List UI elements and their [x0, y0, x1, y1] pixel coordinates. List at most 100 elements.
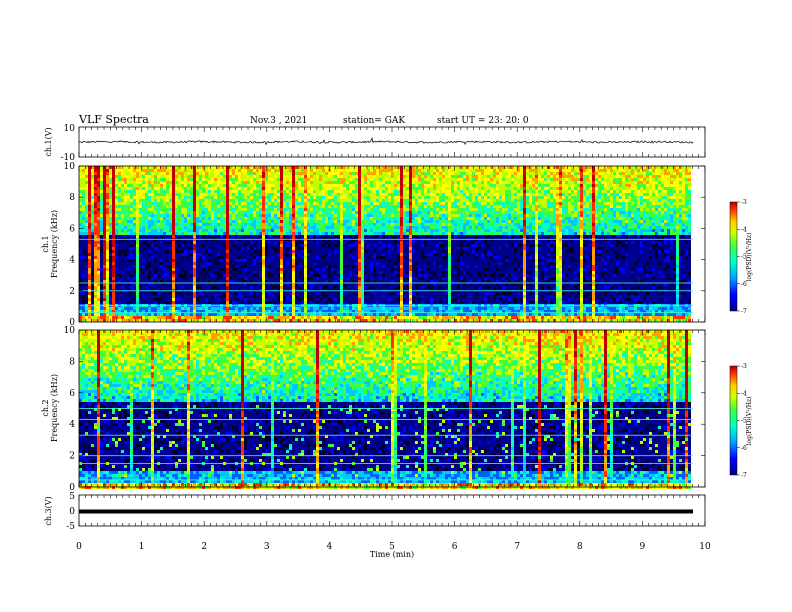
- spectrogram-cell: [100, 205, 103, 208]
- spectrogram-cell: [199, 223, 202, 226]
- spectrogram-cell: [94, 220, 97, 223]
- spectrogram-cell: [349, 253, 352, 256]
- spectrogram-cell: [82, 223, 85, 226]
- spectrogram-cell: [250, 172, 253, 175]
- spectrogram-cell: [295, 241, 298, 244]
- spectrogram-cell: [205, 175, 208, 178]
- spectrogram-cell: [316, 244, 319, 247]
- spectrogram-cell: [247, 226, 250, 229]
- spectrogram-cell: [199, 187, 202, 190]
- spectrogram-cell: [97, 274, 100, 277]
- spectrogram-cell: [94, 295, 97, 298]
- spectrogram-cell: [262, 178, 265, 181]
- spectrogram-cell: [337, 220, 340, 223]
- spectrogram-cell: [124, 298, 127, 301]
- spectrogram-cell: [247, 247, 250, 250]
- spectrogram-cell: [241, 181, 244, 184]
- spectrogram-cell: [118, 250, 121, 253]
- spectrogram-cell: [130, 295, 133, 298]
- spectrogram-cell: [196, 217, 199, 220]
- spectrogram-cell: [223, 226, 226, 229]
- spectrogram-cell: [91, 256, 94, 259]
- spectrogram-cell: [157, 232, 160, 235]
- spectrogram-cell: [307, 256, 310, 259]
- spectrogram-cell: [193, 247, 196, 250]
- spectrogram-cell: [328, 277, 331, 280]
- spectrogram-cell: [208, 250, 211, 253]
- spectrogram-cell: [79, 277, 82, 280]
- spectrogram-cell: [343, 190, 346, 193]
- spectrogram-cell: [298, 229, 301, 232]
- spectrogram-cell: [142, 292, 145, 295]
- spectrogram-cell: [241, 256, 244, 259]
- spectrogram-cell: [115, 256, 118, 259]
- spectrogram-cell: [193, 214, 196, 217]
- spectrogram-cell: [352, 220, 355, 223]
- spectrogram-cell: [310, 259, 313, 262]
- spectrogram-cell: [145, 268, 148, 271]
- spectrogram-cell: [172, 259, 175, 262]
- spectrogram-cell: [175, 265, 178, 268]
- spectrogram-cell: [166, 223, 169, 226]
- spectrogram-cell: [172, 223, 175, 226]
- spectrogram-cell: [211, 274, 214, 277]
- spectrogram-cell: [271, 307, 274, 310]
- spectrogram-cell: [94, 232, 97, 235]
- spectrogram-cell: [127, 184, 130, 187]
- spectrogram-cell: [328, 256, 331, 259]
- spectrogram-cell: [106, 292, 109, 295]
- spectrogram-cell: [205, 223, 208, 226]
- spectrogram-cell: [247, 268, 250, 271]
- spectrogram-cell: [232, 172, 235, 175]
- spectrogram-cell: [169, 253, 172, 256]
- spectrogram-cell: [91, 199, 94, 202]
- spectrogram-cell: [103, 292, 106, 295]
- spectrogram-cell: [115, 184, 118, 187]
- spectrogram-cell: [313, 190, 316, 193]
- spectrogram-cell: [274, 190, 277, 193]
- spectrogram-cell: [298, 271, 301, 274]
- spectrogram-cell: [244, 205, 247, 208]
- spectrogram-cell: [157, 217, 160, 220]
- spectrogram-cell: [178, 286, 181, 289]
- spectrogram-cell: [166, 184, 169, 187]
- spectrogram-cell: [274, 187, 277, 190]
- spectrogram-cell: [118, 241, 121, 244]
- spectrogram-cell: [172, 220, 175, 223]
- spectrogram-cell: [163, 184, 166, 187]
- spectrogram-cell: [340, 292, 343, 295]
- spectrogram-cell: [274, 286, 277, 289]
- spectrogram-cell: [181, 220, 184, 223]
- spectrogram-cell: [91, 262, 94, 265]
- spectrogram-cell: [97, 169, 100, 172]
- spectrogram-cell: [244, 202, 247, 205]
- spectrogram-cell: [223, 184, 226, 187]
- spectrogram-cell: [199, 307, 202, 310]
- spectrogram-cell: [163, 307, 166, 310]
- spectrogram-cell: [172, 232, 175, 235]
- spectrogram-cell: [232, 196, 235, 199]
- spectrogram-cell: [238, 313, 241, 316]
- spectrogram-cell: [316, 262, 319, 265]
- spectrogram-cell: [226, 301, 229, 304]
- spectrogram-cell: [223, 220, 226, 223]
- spectrogram-cell: [232, 265, 235, 268]
- spectrogram-cell: [322, 181, 325, 184]
- spectrogram-cell: [337, 205, 340, 208]
- spectrogram-cell: [238, 214, 241, 217]
- spectrogram-cell: [163, 241, 166, 244]
- spectrogram-cell: [346, 292, 349, 295]
- spectrogram-cell: [319, 217, 322, 220]
- spectrogram-cell: [163, 268, 166, 271]
- spectrogram-cell: [91, 187, 94, 190]
- spectrogram-cell: [178, 187, 181, 190]
- spectrogram-cell: [196, 220, 199, 223]
- spectrogram-cell: [139, 178, 142, 181]
- spectrogram-cell: [295, 217, 298, 220]
- spectrogram-cell: [184, 184, 187, 187]
- spectrogram-cell: [316, 292, 319, 295]
- spectrogram-cell: [316, 259, 319, 262]
- spectrogram-cell: [223, 241, 226, 244]
- spectrogram-cell: [112, 229, 115, 232]
- spectrogram-cell: [151, 292, 154, 295]
